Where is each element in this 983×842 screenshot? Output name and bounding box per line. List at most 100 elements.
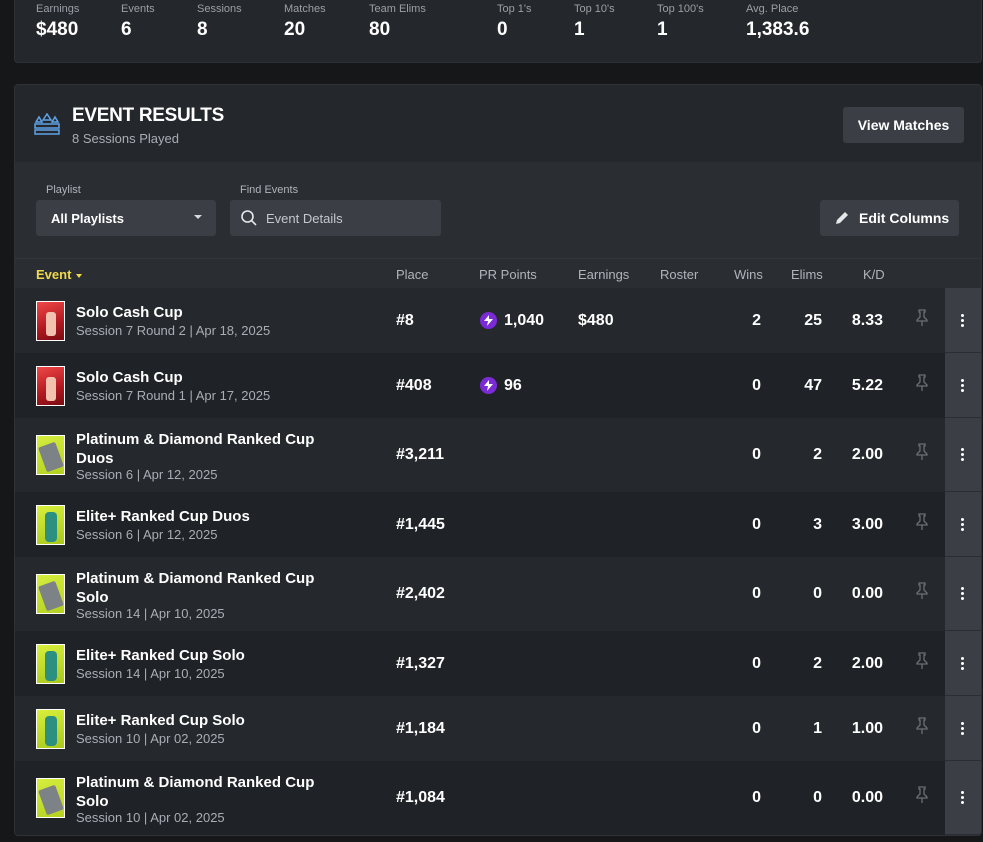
event-thumbnail xyxy=(36,643,65,684)
event-kd: 8.33 xyxy=(851,311,883,329)
column-elims[interactable]: Elims xyxy=(791,267,823,282)
event-place: #1,327 xyxy=(396,654,445,672)
stat-value: 1,383.6 xyxy=(746,19,810,40)
panel-header: EVENT RESULTS 8 Sessions Played View Mat… xyxy=(15,85,981,162)
edit-columns-button[interactable]: Edit Columns xyxy=(820,200,959,236)
event-kd: 0.00 xyxy=(851,585,883,602)
search-box[interactable] xyxy=(230,200,441,236)
event-session: Session 6 | Apr 12, 2025 xyxy=(76,467,218,482)
row-menu-button[interactable] xyxy=(945,557,981,631)
event-thumbnail xyxy=(36,574,65,614)
table-row[interactable]: Elite+ Ranked Cup Solo Session 10 | Apr … xyxy=(15,696,981,761)
pin-icon[interactable] xyxy=(915,443,929,461)
row-menu-button[interactable] xyxy=(945,353,981,418)
column-roster[interactable]: Roster xyxy=(660,267,699,282)
column-place[interactable]: Place xyxy=(396,267,429,282)
row-menu-button[interactable] xyxy=(945,288,981,353)
event-name[interactable]: Platinum & Diamond Ranked Cup Solo xyxy=(76,570,315,606)
event-kd: 2.00 xyxy=(851,654,883,672)
stat-team-elims: Team Elims 80 xyxy=(369,3,426,42)
edit-columns-label: Edit Columns xyxy=(859,210,950,226)
column-pr-points[interactable]: PR Points xyxy=(479,267,537,282)
row-menu-button[interactable] xyxy=(945,761,981,835)
stat-value: 6 xyxy=(121,19,132,40)
event-place: #408 xyxy=(396,376,432,394)
event-name[interactable]: Platinum & Diamond Ranked Cup Duos xyxy=(76,431,315,467)
column-wins[interactable]: Wins xyxy=(734,267,763,282)
stat-label: Team Elims xyxy=(369,3,426,15)
event-session: Session 10 | Apr 02, 2025 xyxy=(76,810,225,825)
stat-top-100: Top 100's 1 xyxy=(657,3,704,42)
pr-bolt-icon xyxy=(480,377,497,394)
stat-label: Matches xyxy=(284,3,326,15)
row-menu-button[interactable] xyxy=(945,492,981,557)
event-session: Session 14 | Apr 10, 2025 xyxy=(76,606,225,621)
event-kd: 0.00 xyxy=(851,789,883,806)
event-thumbnail xyxy=(36,778,65,818)
stat-value: $480 xyxy=(36,19,79,40)
table-row[interactable]: Elite+ Ranked Cup Duos Session 6 | Apr 1… xyxy=(15,492,981,557)
pin-icon[interactable] xyxy=(915,373,929,392)
event-session: Session 14 | Apr 10, 2025 xyxy=(76,666,225,681)
table-row[interactable]: Solo Cash Cup Session 7 Round 2 | Apr 18… xyxy=(15,288,981,353)
event-name[interactable]: Elite+ Ranked Cup Solo xyxy=(76,712,245,729)
pin-icon[interactable] xyxy=(915,716,929,735)
column-kd[interactable]: K/D xyxy=(863,267,885,282)
event-place: #1,184 xyxy=(396,719,445,737)
event-place: #3,211 xyxy=(396,446,445,463)
event-wins: 0 xyxy=(752,719,761,737)
event-thumbnail xyxy=(36,435,65,475)
event-results-panel: EVENT RESULTS 8 Sessions Played View Mat… xyxy=(14,84,982,836)
event-name[interactable]: Elite+ Ranked Cup Duos xyxy=(76,508,250,525)
pr-bolt-icon xyxy=(480,312,497,329)
chevron-down-icon xyxy=(194,215,202,219)
table-row[interactable]: Platinum & Diamond Ranked Cup Duos Sessi… xyxy=(15,418,981,492)
column-event[interactable]: Event xyxy=(36,267,83,282)
row-menu-button[interactable] xyxy=(945,631,981,696)
more-vertical-icon xyxy=(961,378,965,394)
event-elims: 3 xyxy=(813,515,822,533)
pin-icon[interactable] xyxy=(915,308,929,327)
event-wins: 0 xyxy=(752,654,761,672)
stat-value: 80 xyxy=(369,19,391,40)
table-row[interactable]: Elite+ Ranked Cup Solo Session 14 | Apr … xyxy=(15,631,981,696)
row-menu-button[interactable] xyxy=(945,418,981,492)
event-session: Session 10 | Apr 02, 2025 xyxy=(76,731,225,746)
event-wins: 0 xyxy=(752,376,761,394)
pin-icon[interactable] xyxy=(915,512,929,531)
search-input[interactable] xyxy=(266,200,436,236)
table-row[interactable]: Solo Cash Cup Session 7 Round 1 | Apr 17… xyxy=(15,353,981,418)
table-row[interactable]: Platinum & Diamond Ranked Cup Solo Sessi… xyxy=(15,557,981,631)
panel-subtitle: 8 Sessions Played xyxy=(72,131,179,146)
pin-icon[interactable] xyxy=(915,651,929,670)
event-name[interactable]: Elite+ Ranked Cup Solo xyxy=(76,647,245,664)
column-earnings[interactable]: Earnings xyxy=(578,267,630,282)
find-events-label: Find Events xyxy=(240,184,299,196)
event-elims: 0 xyxy=(813,585,822,602)
event-elims: 1 xyxy=(813,719,822,737)
event-name[interactable]: Platinum & Diamond Ranked Cup Solo xyxy=(76,774,315,810)
pin-icon[interactable] xyxy=(915,582,929,600)
stats-bar: Earnings $480 Events 6 Sessions 8 Matches 20… xyxy=(14,0,982,63)
event-place: #8 xyxy=(396,311,414,329)
more-vertical-icon xyxy=(961,517,965,533)
more-vertical-icon xyxy=(961,656,965,672)
stat-matches: Matches 20 xyxy=(284,3,326,42)
stat-value: 1 xyxy=(657,19,668,40)
pin-icon[interactable] xyxy=(915,786,929,804)
column-event-label: Event xyxy=(36,267,72,282)
pr-points-value: 96 xyxy=(504,376,522,394)
stat-sessions: Sessions 8 xyxy=(197,3,242,42)
stat-avg-place: Avg. Place 1,383.6 xyxy=(746,3,809,42)
stat-value: 0 xyxy=(497,19,508,40)
event-name[interactable]: Solo Cash Cup xyxy=(76,369,183,386)
view-matches-button[interactable]: View Matches xyxy=(843,107,964,143)
playlist-dropdown[interactable]: All Playlists xyxy=(36,200,216,236)
pencil-icon xyxy=(836,212,848,224)
stat-earnings: Earnings $480 xyxy=(36,3,79,42)
event-name[interactable]: Solo Cash Cup xyxy=(76,304,183,321)
row-menu-button[interactable] xyxy=(945,696,981,761)
table-row[interactable]: Platinum & Diamond Ranked Cup Solo Sessi… xyxy=(15,761,981,835)
stat-events: Events 6 xyxy=(121,3,155,42)
stat-top-1: Top 1's 0 xyxy=(497,3,532,42)
